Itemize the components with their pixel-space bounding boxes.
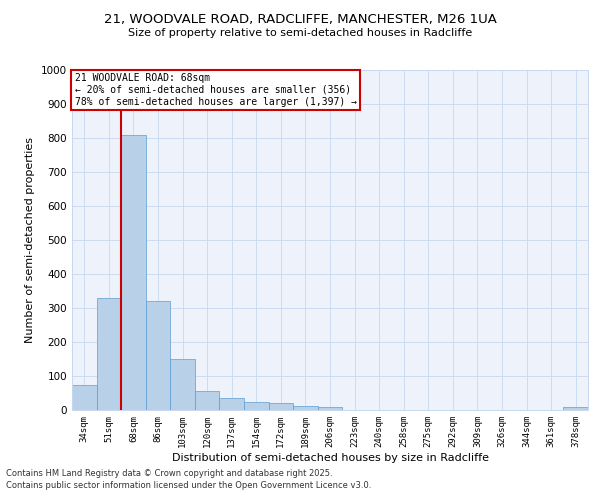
Bar [563, 406, 588, 410]
Bar [146, 301, 170, 410]
Bar [72, 384, 97, 410]
Bar [97, 298, 121, 410]
Bar [318, 408, 342, 410]
X-axis label: Distribution of semi-detached houses by size in Radcliffe: Distribution of semi-detached houses by … [172, 452, 488, 462]
Bar [121, 134, 146, 410]
Bar [170, 359, 195, 410]
Text: 21, WOODVALE ROAD, RADCLIFFE, MANCHESTER, M26 1UA: 21, WOODVALE ROAD, RADCLIFFE, MANCHESTER… [104, 12, 496, 26]
Bar [244, 402, 269, 410]
Bar [195, 390, 220, 410]
Text: 21 WOODVALE ROAD: 68sqm
← 20% of semi-detached houses are smaller (356)
78% of s: 21 WOODVALE ROAD: 68sqm ← 20% of semi-de… [74, 74, 356, 106]
Y-axis label: Number of semi-detached properties: Number of semi-detached properties [25, 137, 35, 343]
Text: Contains HM Land Registry data © Crown copyright and database right 2025.: Contains HM Land Registry data © Crown c… [6, 468, 332, 477]
Bar [293, 406, 318, 410]
Text: Size of property relative to semi-detached houses in Radcliffe: Size of property relative to semi-detach… [128, 28, 472, 38]
Bar [220, 398, 244, 410]
Bar [269, 403, 293, 410]
Text: Contains public sector information licensed under the Open Government Licence v3: Contains public sector information licen… [6, 481, 371, 490]
